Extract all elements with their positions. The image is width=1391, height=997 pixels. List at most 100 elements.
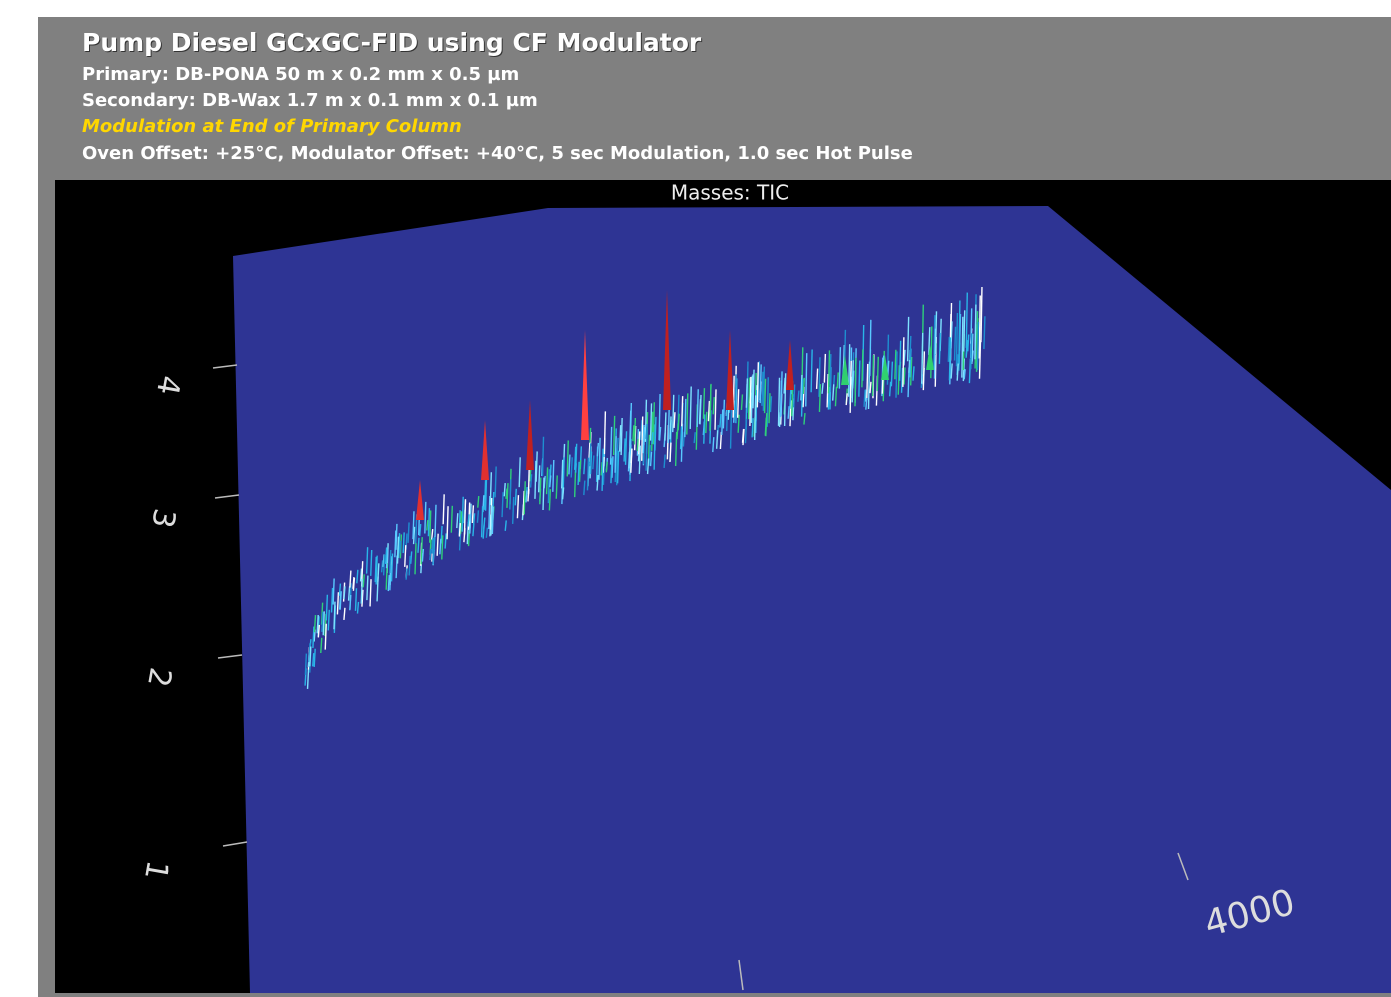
- peak: [645, 423, 648, 439]
- axis-ticks: [212, 364, 1189, 991]
- peak: [419, 524, 422, 537]
- peak: [759, 364, 762, 404]
- peak: [384, 547, 388, 565]
- peak: [921, 332, 924, 384]
- peak: [906, 316, 910, 362]
- peak: [876, 356, 879, 392]
- peak: [458, 531, 462, 551]
- peak: [471, 505, 475, 524]
- peak: [375, 555, 378, 585]
- peak: [968, 358, 972, 384]
- peak: [395, 523, 398, 550]
- peak: [702, 388, 706, 419]
- peak: [489, 472, 493, 505]
- peak: [304, 653, 308, 675]
- peak: [503, 483, 506, 497]
- peak: [620, 417, 623, 456]
- peak: [472, 523, 475, 537]
- peak: [614, 436, 617, 473]
- peak: [803, 413, 806, 425]
- peak: [733, 400, 736, 423]
- surface-plane: [233, 206, 1391, 993]
- peak: [600, 462, 603, 476]
- peak: [313, 615, 317, 633]
- peak: [712, 397, 715, 415]
- peak: [864, 389, 867, 402]
- peak: [638, 431, 641, 455]
- peak: [561, 459, 564, 489]
- peak: [669, 416, 672, 440]
- peak: [669, 442, 672, 463]
- peak: [405, 568, 408, 580]
- peak: [321, 611, 324, 632]
- peak: [365, 547, 369, 574]
- peak: [789, 387, 792, 409]
- peak: [389, 549, 392, 574]
- tick: [738, 959, 744, 991]
- peak: [598, 437, 601, 480]
- peak: [366, 575, 369, 601]
- peak: [477, 496, 480, 508]
- peak: [436, 533, 439, 556]
- peak: [338, 583, 342, 596]
- peak: [903, 367, 906, 385]
- peak: [490, 505, 493, 536]
- peak: [313, 648, 316, 668]
- column-info: Primary: DB-PONA 50 m x 0.2 mm x 0.5 µm: [82, 64, 520, 85]
- peak: [963, 310, 966, 352]
- peak: [947, 336, 951, 362]
- peak: [545, 467, 549, 495]
- peak: [444, 533, 447, 549]
- peak: [714, 389, 717, 430]
- peak: [956, 363, 959, 381]
- peak: [792, 384, 796, 408]
- peak: [769, 396, 773, 413]
- peak: [903, 349, 906, 366]
- peak: [829, 354, 832, 393]
- peak: [529, 469, 532, 482]
- peak: [476, 510, 480, 523]
- peak: [616, 437, 619, 456]
- peak: [609, 426, 613, 465]
- peak: [689, 386, 692, 429]
- peak: [330, 587, 334, 613]
- peak: [467, 514, 470, 527]
- peak: [549, 475, 552, 488]
- peak: [522, 490, 525, 516]
- peak: [836, 372, 839, 389]
- peak: [851, 360, 854, 403]
- peak: [649, 403, 653, 441]
- peak: [389, 565, 392, 591]
- peak: [818, 384, 822, 412]
- peak: [797, 390, 800, 402]
- peak: [322, 611, 325, 636]
- peak: [897, 365, 900, 395]
- peak: [633, 417, 637, 445]
- peak: [424, 501, 427, 534]
- peak: [360, 578, 363, 604]
- peak: [652, 402, 656, 445]
- peak: [761, 371, 764, 406]
- peak: [426, 520, 429, 531]
- peak: [552, 459, 555, 492]
- peak: [742, 428, 745, 446]
- peak: [427, 508, 431, 537]
- peak: [815, 368, 819, 389]
- peak: [865, 397, 868, 410]
- peak: [537, 465, 541, 493]
- peak: [765, 413, 768, 437]
- peak: [494, 466, 497, 498]
- peak: [709, 385, 712, 431]
- peak: [955, 313, 959, 367]
- peak: [583, 480, 586, 496]
- peak: [578, 460, 582, 482]
- peak: [680, 423, 684, 462]
- peak: [343, 607, 346, 620]
- peak: [568, 454, 571, 475]
- peak: [431, 528, 434, 540]
- peak: [863, 389, 866, 407]
- peak: [484, 474, 488, 511]
- peak: [376, 576, 379, 602]
- peak: [577, 461, 580, 486]
- peak: [684, 398, 687, 438]
